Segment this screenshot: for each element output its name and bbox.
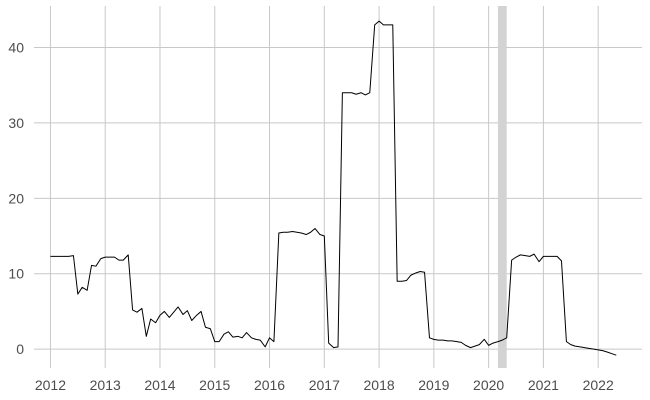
x-tick-label: 2016 [254,377,285,393]
grid [34,6,642,368]
shaded-band [497,6,507,368]
y-tick-label: 0 [16,341,24,357]
x-tick-label: 2012 [35,377,66,393]
shaded-region [497,6,507,368]
x-tick-label: 2014 [144,377,175,393]
x-tick-label: 2013 [90,377,121,393]
y-tick-label: 20 [8,190,24,206]
x-tick-label: 2017 [309,377,340,393]
series-line-0 [50,20,617,356]
x-tick-label: 2021 [528,377,559,393]
x-tick-label: 2022 [583,377,614,393]
x-tick-label: 2020 [473,377,504,393]
x-tick-label: 2015 [199,377,230,393]
y-tick-label: 10 [8,266,24,282]
x-tick-label: 2019 [418,377,449,393]
series-line-group [50,20,617,356]
axis-labels: 2012 2013 2014 2015 2016 2017 2018 2019 2020 2021… [8,39,614,393]
y-tick-label: 30 [8,115,24,131]
x-tick-label: 2018 [364,377,395,393]
y-tick-label: 40 [8,39,24,55]
